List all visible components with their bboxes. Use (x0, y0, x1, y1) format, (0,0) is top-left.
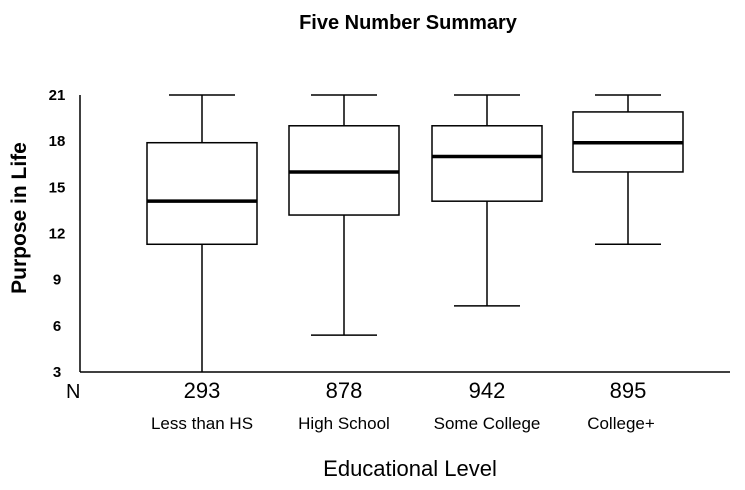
y-tick-label: 15 (49, 179, 66, 196)
count-label: 878 (326, 378, 363, 403)
category-label: Some College (434, 414, 541, 433)
box-4 (572, 94, 684, 246)
y-axis-label: Purpose in Life (8, 142, 31, 294)
y-tick-label: 3 (53, 364, 61, 381)
iqr-box (146, 141, 258, 246)
y-tick-label: 12 (49, 226, 66, 243)
box-3 (431, 94, 543, 307)
y-ticks: 3 6 9 12 15 18 21 (49, 87, 66, 381)
count-label: 895 (610, 378, 647, 403)
count-label: 942 (469, 378, 506, 403)
boxes (146, 94, 684, 372)
iqr-box (431, 125, 543, 202)
y-tick-label: 18 (49, 133, 66, 150)
y-tick-label: 9 (53, 272, 61, 289)
box-2 (288, 94, 400, 336)
box-1 (146, 94, 258, 372)
count-label: 293 (184, 378, 221, 403)
category-label: College+ (587, 414, 655, 433)
category-label: High School (298, 414, 390, 433)
chart-title: Five Number Summary (299, 12, 518, 34)
x-axis-label: Educational Level (323, 456, 497, 481)
x-labels: 293 Less than HS 878 High School 942 Some Col… (151, 378, 655, 433)
y-tick-label: 6 (53, 318, 61, 335)
n-label: N (66, 381, 80, 403)
y-tick-label: 21 (49, 87, 66, 104)
category-label: Less than HS (151, 414, 253, 433)
